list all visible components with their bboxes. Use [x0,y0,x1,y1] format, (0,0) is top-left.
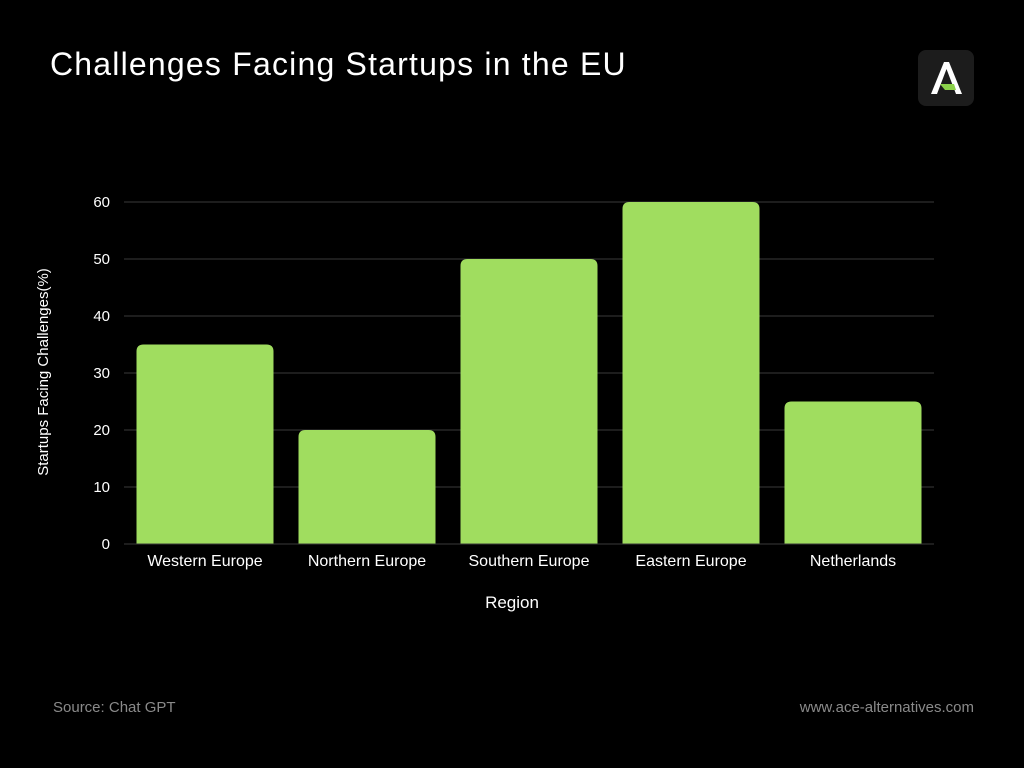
bar [460,259,598,544]
bar [622,202,760,544]
y-tick-label: 50 [93,251,110,268]
x-tick-label: Northern Europe [308,553,426,570]
x-tick-label: Eastern Europe [635,553,746,570]
bar [298,430,436,544]
source-label: Source: Chat GPT [53,699,176,716]
bar [136,344,274,544]
y-tick-label: 10 [93,479,110,496]
logo-letter-a-icon [931,62,962,94]
y-tick-label: 40 [93,308,110,325]
y-tick-label: 30 [93,365,110,382]
x-axis-label: Region [485,593,539,612]
y-axis-label: Startups Facing Challenges(%) [35,268,52,476]
y-tick-label: 60 [93,194,110,211]
x-tick-label: Netherlands [810,553,896,570]
y-tick-label: 0 [102,536,110,553]
ace-alternatives-logo-icon[interactable] [918,50,974,106]
y-tick-label: 20 [93,422,110,439]
x-tick-label: Southern Europe [469,553,590,570]
chart-title: Challenges Facing Startups in the EU [50,46,627,82]
website-link[interactable]: www.ace-alternatives.com [799,699,974,716]
bar [784,401,922,544]
x-tick-label: Western Europe [147,553,262,570]
